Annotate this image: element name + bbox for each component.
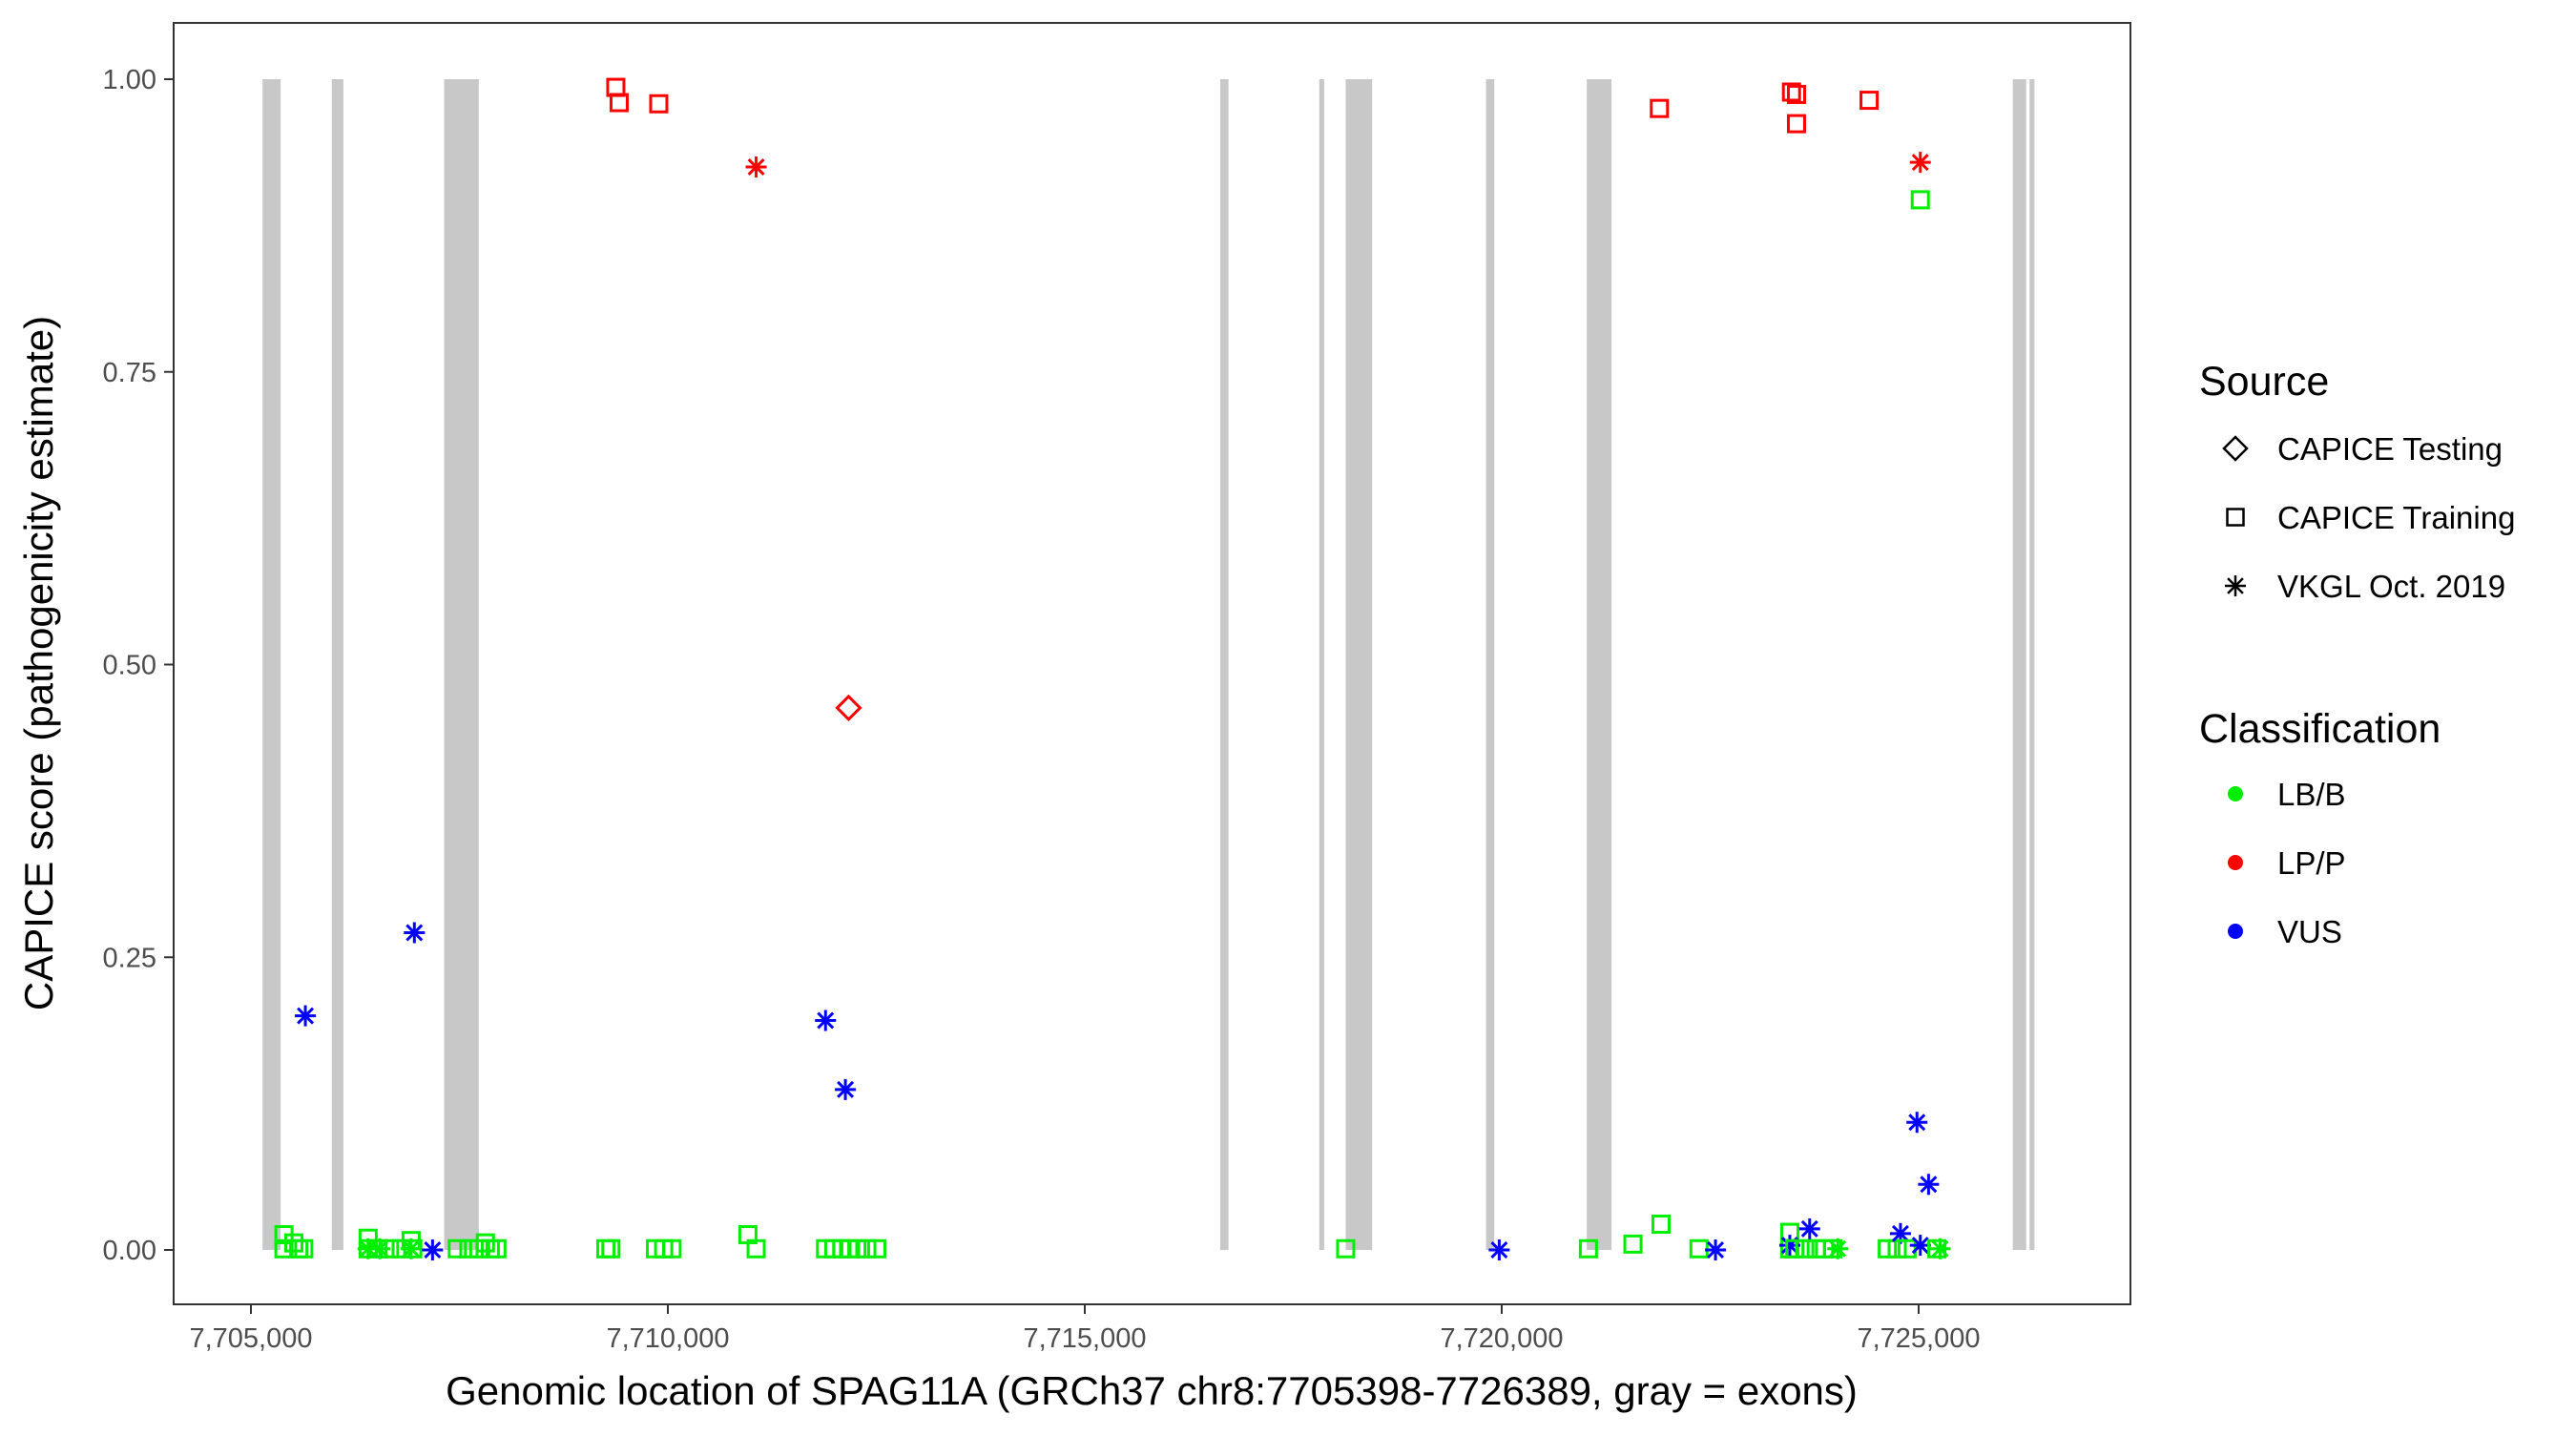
data-point	[1336, 1238, 1356, 1259]
y-tick-label: 0.00	[103, 1236, 156, 1266]
data-point	[596, 1238, 616, 1259]
data-point	[1795, 1238, 1815, 1259]
data-point	[1650, 98, 1670, 118]
data-point	[1785, 1238, 1805, 1259]
x-tick-label: 7,720,000	[1440, 1323, 1563, 1354]
data-point	[662, 1238, 682, 1259]
exon-band	[1587, 79, 1612, 1250]
legend-color-dot-icon	[2228, 855, 2243, 870]
data-point	[468, 1238, 488, 1259]
data-point	[475, 1233, 495, 1253]
data-point	[480, 1238, 500, 1259]
data-point	[746, 1238, 766, 1259]
legend-diamond-icon	[2222, 435, 2249, 462]
data-point	[422, 1239, 444, 1260]
legend-item-label: CAPICE Training	[2277, 500, 2515, 535]
legend-item-label: CAPICE Testing	[2277, 431, 2503, 467]
data-point	[284, 1233, 304, 1253]
exon-band	[444, 79, 479, 1250]
data-point	[404, 922, 426, 944]
legend-color-dot-icon	[2228, 786, 2243, 801]
x-tick-label: 7,705,000	[189, 1323, 312, 1354]
legend: Source CAPICE Testing CAPICE Training VKGL…	[2199, 359, 2515, 949]
exon-band	[1345, 79, 1373, 1250]
data-point	[1878, 1238, 1898, 1259]
data-point	[815, 1009, 837, 1031]
legend-item-label: LP/P	[2277, 845, 2346, 881]
legend-item-label: VKGL Oct. 2019	[2277, 569, 2505, 604]
legend-square-icon	[2226, 508, 2245, 527]
y-tick-label: 0.50	[103, 651, 156, 681]
data-point	[1488, 1239, 1510, 1260]
exon-band	[2029, 79, 2035, 1250]
data-point	[1786, 84, 1806, 104]
data-point	[847, 1238, 867, 1259]
data-point	[609, 93, 629, 113]
data-point	[1578, 1238, 1598, 1259]
data-point	[606, 77, 626, 97]
data-point	[1929, 1238, 1951, 1259]
legend-title-classification: Classification	[2199, 706, 2441, 752]
data-point	[1623, 1234, 1643, 1254]
x-tick-label: 7,725,000	[1857, 1323, 1980, 1354]
exon-band	[262, 79, 281, 1250]
x-axis-label: Genomic location of SPAG11A (GRCh37 chr8…	[446, 1368, 1858, 1413]
legend-star-icon	[2225, 575, 2246, 596]
data-point	[1859, 91, 1880, 111]
y-tick-label: 0.75	[103, 358, 156, 388]
data-point	[1889, 1222, 1911, 1244]
data-point	[835, 694, 862, 722]
data-point	[866, 1238, 886, 1259]
data-point	[1652, 1215, 1672, 1235]
data-point	[403, 1238, 423, 1259]
y-tick-label: 0.25	[103, 943, 156, 973]
data-point	[1909, 152, 1931, 174]
data-point	[487, 1238, 507, 1259]
exon-band	[1319, 79, 1324, 1250]
data-point	[1798, 1217, 1820, 1239]
y-axis: 0.00 0.25 0.50 0.75 1.00	[103, 65, 174, 1266]
x-tick-label: 7,715,000	[1023, 1323, 1146, 1354]
exon-bands	[262, 79, 2035, 1250]
y-axis-label: CAPICE score (pathogenicity estimate)	[16, 316, 61, 1010]
exon-band	[2012, 79, 2026, 1250]
x-axis: 7,705,000 7,710,000 7,715,000 7,720,000 7,72…	[189, 1304, 1981, 1354]
data-point	[1887, 1238, 1907, 1259]
x-tick-label: 7,710,000	[606, 1323, 729, 1354]
data-point	[745, 156, 767, 178]
data-point	[369, 1238, 391, 1259]
data-point	[1705, 1239, 1727, 1260]
data-point	[835, 1078, 857, 1100]
data-point	[1906, 1112, 1928, 1134]
legend-item-label: VUS	[2277, 914, 2342, 949]
data-point	[1827, 1238, 1849, 1259]
data-point	[857, 1238, 877, 1259]
legend-color-dot-icon	[2228, 924, 2243, 939]
data-point	[1918, 1174, 1940, 1196]
data-point	[1689, 1238, 1709, 1259]
data-point	[447, 1238, 467, 1259]
data-point	[1786, 114, 1806, 134]
legend-title-source: Source	[2199, 359, 2329, 405]
exon-band	[331, 79, 343, 1250]
data-points	[274, 77, 1951, 1260]
data-point	[380, 1238, 400, 1259]
data-point	[1781, 82, 1801, 102]
data-point	[294, 1238, 314, 1259]
data-point	[358, 1228, 378, 1248]
data-point	[649, 94, 669, 114]
exon-band	[1485, 79, 1495, 1250]
legend-item-label: LB/B	[2277, 777, 2346, 812]
y-tick-label: 1.00	[103, 65, 156, 95]
data-point	[601, 1238, 621, 1259]
exon-band	[1219, 79, 1229, 1250]
data-point	[1910, 190, 1930, 210]
data-point	[295, 1005, 317, 1027]
